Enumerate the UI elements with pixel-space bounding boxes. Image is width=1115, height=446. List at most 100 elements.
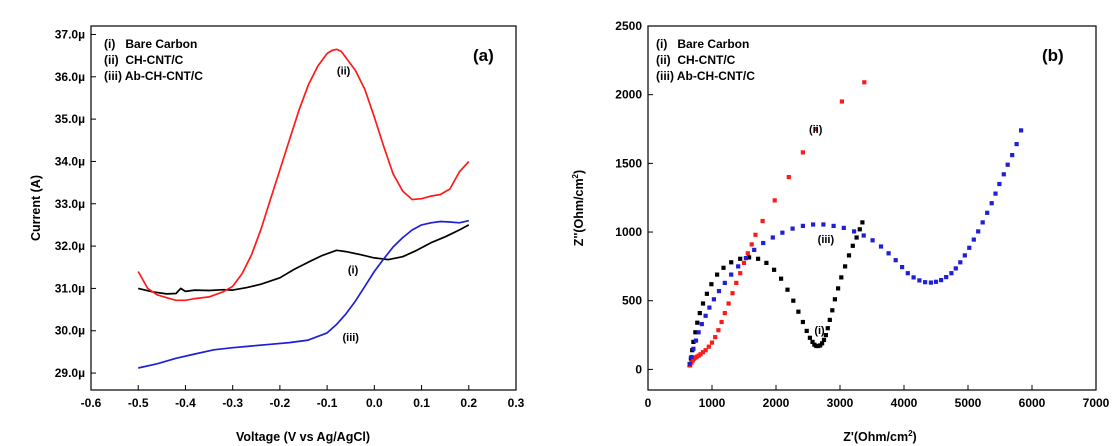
panel-b-y-axis-title-sup: 2 (571, 173, 580, 178)
panel-b-series-3-point (831, 223, 836, 228)
panel-b-series-3-point (689, 354, 694, 360)
panel-b-series-3-point (886, 251, 891, 256)
panel-a-x-tick-label: -0.5 (128, 396, 149, 410)
panel-a-y-tick-label: 29.0µ (55, 366, 85, 380)
panel-b-series-3-point (852, 229, 857, 234)
panel-b-series-2-point (753, 232, 758, 237)
panel-b-series-1-point (807, 335, 812, 340)
panel-b-series-2-point (738, 271, 743, 276)
panel-a-y-tick-label: 30.0µ (55, 324, 85, 338)
panel-a-series-3-annotation: (iii) (342, 332, 359, 344)
panel-b-series-3-point (696, 330, 701, 335)
panel-b-series-3-point (800, 223, 805, 228)
panel-b-series-1-point (823, 333, 828, 338)
panel-b-series-2-point (719, 319, 724, 325)
panel-b-plot-frame (647, 25, 1097, 391)
panel-b-series-1-point (721, 265, 726, 270)
panel-b-series-2-point (760, 218, 765, 224)
panel-b-series-3-point (1019, 128, 1024, 133)
panel-b-series-1-point (836, 286, 841, 291)
panel-a-y-tick-label: 33.0µ (55, 197, 85, 211)
panel-a-x-tick-label: -0.2 (270, 396, 291, 410)
panel-b-x-axis-title-sup: 2 (908, 429, 913, 438)
panel-b-series-2-point (862, 80, 867, 85)
panel-b-series-3-point (729, 272, 734, 277)
panel-b-series-1-point (860, 220, 865, 225)
panel-b-series-3-point (736, 264, 741, 269)
panel-b-ticks: 0 1000 2000 3000 4000 5000 6000 7000 0 500 1000 150… (615, 19, 1109, 410)
panel-b-x-tick-label: 7000 (1083, 396, 1110, 410)
panel-b-series: (i) (ii) (iii) (687, 80, 1024, 368)
panel-b-series-3-point (905, 271, 910, 276)
panel-b-series-3-point (923, 280, 928, 285)
panel-b-x-axis-title: Z'(Ohm/cm2) (843, 429, 916, 444)
panel-b-series-1-point (791, 298, 796, 303)
panel-b-series-3-point (691, 346, 696, 351)
panel-b-series-3-point (985, 210, 990, 215)
panel-b-series-1-point (827, 317, 832, 322)
panel-a-x-tick-label: 0.2 (460, 396, 477, 410)
panel-b-series-3-point (699, 322, 704, 327)
panel-b-x-tick-label: 6000 (1019, 396, 1046, 410)
panel-a-y-tick-label: 35.0µ (55, 112, 85, 126)
panel-b-series-1-point (697, 311, 702, 316)
panel-b-series-3-point (707, 305, 712, 310)
panel-b-series-3-point (933, 279, 939, 284)
panel-b-series-1-point (764, 260, 769, 265)
panel-b-series-1-point (820, 341, 825, 346)
panel-b-series-3-point (716, 289, 722, 294)
panel-b-series-3-point (761, 240, 766, 246)
panel-a-y-axis-title: Current (A) (29, 175, 43, 241)
panel-b-y-axis-title: Z''(Ohm/cm2) (571, 170, 586, 246)
panel-b-series-2-point (700, 350, 706, 355)
panel-b-series-1-point (796, 309, 801, 314)
panel-a-x-tick-label: -0.3 (222, 396, 243, 410)
panel-b-legend-item-2: (ii) CH-CNT/C (656, 53, 736, 67)
panel-b-series-3-point (917, 278, 922, 283)
panel-a-voltammetry-chart: -0.6 -0.5 -0.4 -0.3 -0.2 -0.1 0.0 0.1 0.2 0.3 29.0… (29, 25, 525, 444)
panel-b-series-3-annotation: (iii) (818, 234, 835, 246)
panel-b-series-1-point (700, 301, 706, 306)
panel-b-label: (b) (1042, 46, 1064, 65)
panel-b-series-3-point (893, 258, 898, 263)
panel-b-x-tick-label: 3000 (827, 396, 854, 410)
panel-a-y-tick-label: 32.0µ (55, 239, 85, 253)
panel-b-series-3-point (770, 235, 775, 240)
panel-b-series-1-point (832, 297, 837, 302)
panel-b-x-axis-title-end: ) (913, 430, 917, 444)
panel-b-series-3-point (722, 280, 727, 285)
panel-b-series-2-point (709, 340, 715, 345)
panel-a-label: (a) (473, 46, 494, 65)
panel-b-series-3-point (900, 265, 905, 270)
panel-a-legend: (i) Bare Carbon (ii) CH-CNT/C (iii) Ab-C… (104, 37, 203, 83)
panel-b-series-3-point (962, 253, 967, 258)
panel-b-series-3-point (980, 220, 985, 225)
panel-b-x-tick-label: 0 (645, 396, 652, 410)
panel-b-series-2-point (786, 175, 791, 180)
panel-b-series-3-point (1005, 162, 1010, 167)
panel-b-y-tick-label: 500 (622, 294, 642, 308)
panel-a-series-2-annotation: (ii) (337, 65, 351, 77)
panel-b-series-3-point (752, 247, 757, 252)
panel-b-series-2-point (741, 260, 747, 265)
panel-b-series-1-point (756, 256, 761, 261)
panel-b-series-1-point (800, 319, 805, 325)
panel-b-series-3-point (976, 229, 981, 234)
panel-b-series-2-point (716, 328, 721, 333)
panel-b-series-3-point (928, 280, 933, 285)
panel-a-x-tick-label: 0.3 (508, 396, 525, 410)
panel-a-legend-item-2: (ii) CH-CNT/C (104, 53, 184, 67)
panel-b-series-1-point (850, 243, 855, 248)
panel-b-series-1-point (704, 291, 709, 296)
panel-b-series-2-point (745, 251, 750, 256)
panel-b-series-2-point (703, 348, 708, 353)
panel-b-series-3-point (958, 260, 963, 265)
panel-b-series-3-point (687, 361, 692, 366)
panel-b-series-3-point (878, 244, 884, 249)
panel-b-series-3-point (944, 275, 949, 280)
panel-a-x-axis-title: Voltage (V vs Ag/AgCl) (236, 430, 370, 444)
panel-b-y-axis-title-end: ) (572, 170, 586, 174)
panel-a-y-tick-label: 37.0µ (55, 27, 85, 41)
panel-b-series-2-point (698, 352, 703, 357)
